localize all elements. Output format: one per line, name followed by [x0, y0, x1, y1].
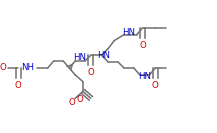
- Text: O: O: [76, 95, 83, 104]
- Text: HN: HN: [74, 53, 87, 62]
- Text: HN: HN: [138, 72, 151, 81]
- Text: HN: HN: [122, 28, 135, 37]
- Text: O: O: [152, 81, 159, 90]
- Text: O: O: [15, 81, 22, 90]
- Text: O: O: [87, 68, 94, 77]
- Text: O: O: [139, 41, 146, 50]
- Text: NH: NH: [21, 63, 34, 72]
- Text: O: O: [68, 98, 75, 107]
- Text: HN: HN: [97, 51, 110, 60]
- Text: O: O: [0, 63, 7, 72]
